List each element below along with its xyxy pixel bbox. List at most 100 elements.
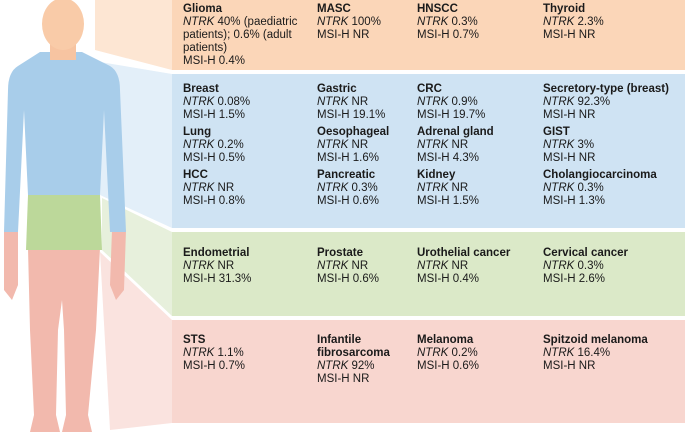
ntrk-term: NTRK: [317, 139, 349, 151]
msi-frequency: MSI-H 0.5%: [183, 152, 245, 164]
msi-frequency: MSI-H 19.1%: [317, 109, 386, 121]
tumour-entry: Glioma NTRK 40% (paediatric patients); 0.…: [183, 3, 311, 68]
ntrk-line: NTRK NR: [317, 139, 413, 152]
ntrk-line: NTRK 0.3%: [543, 260, 685, 273]
ntrk-frequency: 3%: [577, 139, 595, 151]
tumour-name: CRC: [417, 83, 442, 95]
ntrk-term: NTRK: [183, 347, 215, 359]
msi-frequency: MSI-H 0.6%: [317, 273, 379, 285]
tumour-entry: Urothelial cancer NTRK NR MSI-H 0.4%: [417, 247, 539, 286]
tumour-entry: HNSCC NTRK 0.3% MSI-H 0.7%: [417, 3, 539, 42]
ntrk-line: NTRK 0.3%: [543, 182, 685, 195]
msi-frequency: MSI-H 0.4%: [417, 273, 479, 285]
tumour-name: Oesophageal: [317, 126, 390, 138]
tumour-entry: Kidney NTRK NR MSI-H 1.5%: [417, 169, 539, 208]
tumour-name: STS: [183, 334, 206, 346]
msi-frequency: MSI-H 19.7%: [417, 109, 486, 121]
torso: [4, 52, 126, 232]
ntrk-term: NTRK: [417, 139, 449, 151]
tumour-entry: Cervical cancer NTRK 0.3% MSI-H 2.6%: [543, 247, 685, 286]
ntrk-frequency: 0.3%: [577, 182, 604, 194]
ntrk-frequency: 2.3%: [577, 16, 604, 28]
legs: [28, 248, 100, 432]
ntrk-line: NTRK 40% (paediatric patients); 0.6% (ad…: [183, 16, 311, 55]
right-hand: [110, 230, 126, 300]
ntrk-line: NTRK NR: [417, 260, 539, 273]
tumour-entry: Oesophageal NTRK NR MSI-H 1.6%: [317, 126, 413, 165]
ntrk-line: NTRK NR: [317, 96, 413, 109]
ntrk-term: NTRK: [183, 96, 215, 108]
ntrk-line: NTRK 1.1%: [183, 347, 311, 360]
ntrk-frequency: NR: [451, 182, 469, 194]
tumour-entry: Gastric NTRK NR MSI-H 19.1%: [317, 83, 413, 122]
tumour-entry: MASC NTRK 100% MSI-H NR: [317, 3, 413, 42]
msi-frequency: MSI-H 1.3%: [543, 195, 605, 207]
ntrk-line: NTRK 0.9%: [417, 96, 539, 109]
ntrk-line: NTRK 92%: [317, 360, 413, 373]
ntrk-line: NTRK 16.4%: [543, 347, 685, 360]
tumour-name: Cervical cancer: [543, 247, 629, 259]
msi-frequency: MSI-H 0.6%: [317, 195, 379, 207]
tumour-entry: Breast NTRK 0.08% MSI-H 1.5%: [183, 83, 311, 122]
ntrk-frequency: NR: [351, 139, 369, 151]
tumour-entry: Cholangiocarcinoma NTRK 0.3% MSI-H 1.3%: [543, 169, 685, 208]
shorts: [26, 195, 102, 250]
msi-frequency: MSI-H 0.6%: [417, 360, 479, 372]
ntrk-term: NTRK: [543, 347, 575, 359]
tumour-name: HNSCC: [417, 3, 458, 15]
tumour-entry: STS NTRK 1.1% MSI-H 0.7%: [183, 334, 311, 373]
tumour-name: Urothelial cancer: [417, 247, 511, 259]
ntrk-frequency: NR: [351, 96, 369, 108]
ntrk-frequency: 92%: [351, 360, 375, 372]
tumour-name: Gastric: [317, 83, 357, 95]
ntrk-line: NTRK 3%: [543, 139, 685, 152]
tumour-entry: CRC NTRK 0.9% MSI-H 19.7%: [417, 83, 539, 122]
tumour-name: Adrenal gland: [417, 126, 494, 138]
ntrk-line: NTRK 0.3%: [417, 16, 539, 29]
ntrk-frequency: 92.3%: [577, 96, 611, 108]
tumour-name: Pancreatic: [317, 169, 376, 181]
ntrk-line: NTRK NR: [417, 139, 539, 152]
tumour-entry: Prostate NTRK NR MSI-H 0.6%: [317, 247, 413, 286]
msi-frequency: MSI-H 4.3%: [417, 152, 479, 164]
ntrk-frequency: NR: [451, 139, 469, 151]
ntrk-term: NTRK: [543, 182, 575, 194]
msi-frequency: MSI-H 0.4%: [183, 55, 245, 67]
tumour-entry: Spitzoid melanoma NTRK 16.4% MSI-H NR: [543, 334, 685, 373]
ntrk-term: NTRK: [317, 16, 349, 28]
ntrk-term: NTRK: [317, 96, 349, 108]
ntrk-term: NTRK: [543, 96, 575, 108]
tumour-entry: Secretory-type (breast) NTRK 92.3% MSI-H N…: [543, 83, 685, 122]
tumour-name: Secretory-type (breast): [543, 83, 669, 95]
ntrk-frequency: 0.08%: [217, 96, 251, 108]
ntrk-term: NTRK: [183, 260, 215, 272]
ntrk-line: NTRK 0.2%: [417, 347, 539, 360]
ntrk-term: NTRK: [317, 360, 349, 372]
msi-frequency: MSI-H 0.7%: [183, 360, 245, 372]
msi-frequency: MSI-H 0.8%: [183, 195, 245, 207]
ntrk-term: NTRK: [543, 260, 575, 272]
ntrk-term: NTRK: [417, 260, 449, 272]
ntrk-frequency: NR: [451, 260, 469, 272]
msi-frequency: MSI-H 2.6%: [543, 273, 605, 285]
ntrk-frequency: 1.1%: [217, 347, 244, 359]
tumour-name: Endometrial: [183, 247, 250, 259]
tumour-name: Infantile fibrosarcoma: [317, 334, 390, 359]
msi-frequency: MSI-H 1.6%: [317, 152, 379, 164]
ntrk-frequency: 0.2%: [451, 347, 478, 359]
pelvis-band: [172, 232, 685, 316]
tumour-entry: Infantile fibrosarcoma NTRK 92% MSI-H NR: [317, 334, 413, 386]
ntrk-frequency: 0.3%: [451, 16, 478, 28]
head-wedge: [95, 0, 172, 70]
tumour-name: Prostate: [317, 247, 364, 259]
ntrk-line: NTRK 2.3%: [543, 16, 685, 29]
ntrk-frequency: 0.2%: [217, 139, 244, 151]
msi-frequency: MSI-H 0.7%: [417, 29, 479, 41]
tumour-entry: Lung NTRK 0.2% MSI-H 0.5%: [183, 126, 311, 165]
tumour-entry: GIST NTRK 3% MSI-H NR: [543, 126, 685, 165]
ntrk-frequency: NR: [351, 260, 369, 272]
ntrk-term: NTRK: [543, 139, 575, 151]
tumour-name: MASC: [317, 3, 351, 15]
tumour-entry: HCC NTRK NR MSI-H 0.8%: [183, 169, 311, 208]
tumour-name: Thyroid: [543, 3, 586, 15]
